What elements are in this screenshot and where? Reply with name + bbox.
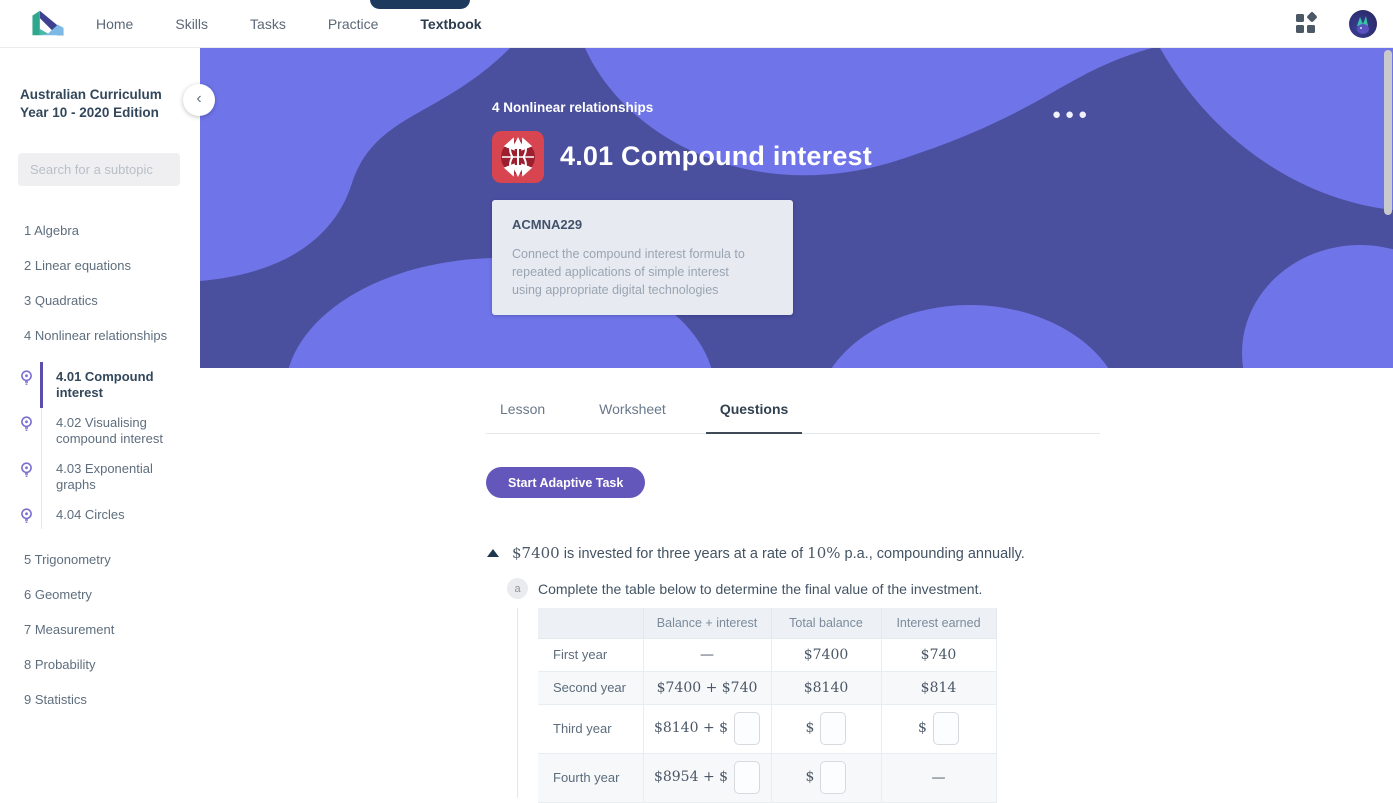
- table-column-header: Balance + interest: [642, 608, 772, 639]
- banner-background-art: [200, 48, 1393, 368]
- sidebar-topic[interactable]: 6 Geometry: [24, 587, 92, 603]
- part-label-badge: a: [507, 578, 528, 599]
- subtopic-bulb-icon: [21, 462, 32, 477]
- row-label: Third year: [538, 703, 644, 754]
- active-nav-indicator: [370, 0, 470, 9]
- part-connector-line: [517, 608, 518, 798]
- table-cell: $7400: [770, 637, 882, 672]
- table-cell: $8954 + $: [642, 752, 772, 803]
- row-label: Fourth year: [538, 752, 644, 803]
- avatar-creature-icon: [1357, 16, 1369, 34]
- tab-worksheet[interactable]: Worksheet: [599, 401, 666, 417]
- subtopic-label: 4.04 Circles: [56, 507, 125, 523]
- sidebar-subtopic[interactable]: 4.04 Circles: [20, 500, 200, 531]
- textbook-title: Australian Curriculum Year 10 - 2020 Edi…: [20, 87, 162, 120]
- table-cell: $: [770, 703, 882, 754]
- table-cell: $7400 + $740: [642, 670, 772, 705]
- answer-input[interactable]: [820, 712, 847, 745]
- subtopic-list: 4.01 Compound interest 4.02 Visualising c…: [20, 362, 200, 531]
- nav-item-home[interactable]: Home: [96, 16, 134, 32]
- main-nav: Home Skills Tasks Practice Textbook: [96, 0, 482, 48]
- table-cell: $814: [880, 670, 997, 705]
- start-adaptive-task-button[interactable]: Start Adaptive Task: [486, 467, 646, 498]
- subtopic-content: Lesson Worksheet Questions Start Adaptive …: [200, 368, 1393, 803]
- table-cell: —: [880, 752, 997, 803]
- sidebar-topic[interactable]: 8 Probability: [24, 657, 96, 673]
- sidebar-subtopic[interactable]: 4.02 Visualising compound interest: [20, 408, 200, 454]
- standard-description: Connect the compound interest formula to…: [512, 247, 745, 298]
- sidebar-collapse-button[interactable]: ‹: [183, 84, 215, 116]
- subtopic-bulb-icon: [21, 508, 32, 523]
- question-collapse-icon[interactable]: [487, 549, 499, 557]
- investment-table: Balance + interest Total balance Interest …: [538, 608, 997, 803]
- table-row: Third year $8140 + $ $ $: [538, 703, 997, 754]
- sidebar-topic[interactable]: 1 Algebra: [24, 223, 79, 239]
- table-row: First year — $7400 $740: [538, 637, 997, 672]
- tab-questions[interactable]: Questions: [705, 395, 803, 434]
- row-label: First year: [538, 637, 644, 672]
- subtopic-label: 4.01 Compound interest: [56, 369, 154, 401]
- table-cell: $740: [880, 637, 997, 672]
- standard-code: ACMNA229: [512, 217, 583, 232]
- table-row: Fourth year $8954 + $ $ —: [538, 752, 997, 803]
- top-header: Home Skills Tasks Practice Textbook: [0, 0, 1393, 48]
- table-cell: $: [770, 752, 882, 803]
- more-options-icon[interactable]: ●●●: [1052, 106, 1092, 123]
- sidebar-topic[interactable]: 2 Linear equations: [24, 258, 131, 274]
- subtopic-bulb-icon: [21, 370, 32, 385]
- table-column-header: [538, 608, 644, 639]
- subtopic-label: 4.03 Exponential graphs: [56, 461, 153, 493]
- subtopic-label: 4.02 Visualising compound interest: [56, 415, 163, 447]
- table-cell: $8140: [770, 670, 882, 705]
- answer-input[interactable]: [734, 761, 761, 794]
- nav-item-skills[interactable]: Skills: [175, 16, 209, 32]
- table-cell: —: [642, 637, 772, 672]
- nav-item-practice[interactable]: Practice: [327, 16, 379, 32]
- question-intro: $7400 is invested for three years at a r…: [512, 544, 1025, 562]
- sidebar-topic[interactable]: 7 Measurement: [24, 622, 115, 638]
- table-row: Second year $7400 + $740 $8140 $814: [538, 670, 997, 705]
- sidebar-topic[interactable]: 4 Nonlinear relationships: [24, 328, 168, 344]
- sidebar-topic[interactable]: 9 Statistics: [24, 692, 87, 708]
- subtopic-hero-banner: 4 Nonlinear relationships 4.01 Compound …: [200, 48, 1393, 368]
- topic-list: 1 Algebra 2 Linear equations 3 Quadratics 4…: [21, 222, 200, 708]
- table-column-header: Interest earned: [880, 608, 997, 639]
- subtopic-search-input[interactable]: [18, 153, 180, 187]
- sidebar-topic[interactable]: 5 Trigonometry: [24, 552, 111, 568]
- part-a-text: Complete the table below to determine th…: [538, 580, 983, 597]
- tab-lesson[interactable]: Lesson: [500, 401, 546, 417]
- sidebar-subtopic[interactable]: 4.01 Compound interest: [20, 362, 200, 409]
- table-column-header: Total balance: [770, 608, 882, 639]
- content-tabs: Lesson Worksheet Questions: [486, 395, 1100, 434]
- user-avatar[interactable]: [1349, 10, 1377, 38]
- answer-input[interactable]: [820, 761, 847, 794]
- curriculum-standard-card: ACMNA229 Connect the compound interest f…: [492, 200, 793, 315]
- subtopic-title: 4.01 Compound interest: [560, 141, 872, 171]
- subtopic-bulb-icon: [21, 416, 32, 431]
- compound-interest-icon: [492, 131, 544, 183]
- row-label: Second year: [538, 670, 644, 705]
- textbook-sidebar: Australian Curriculum Year 10 - 2020 Edi…: [0, 48, 200, 800]
- sidebar-subtopic[interactable]: 4.03 Exponential graphs: [20, 454, 200, 500]
- table-cell: $8140 + $: [642, 703, 772, 754]
- mathspace-logo[interactable]: [30, 8, 66, 38]
- answer-input[interactable]: [734, 712, 761, 745]
- apps-grid-icon[interactable]: [1296, 10, 1318, 35]
- table-cell: $: [880, 703, 997, 754]
- answer-input[interactable]: [932, 712, 959, 745]
- sidebar-topic[interactable]: 3 Quadratics: [24, 293, 98, 309]
- topic-breadcrumb: 4 Nonlinear relationships: [492, 100, 654, 115]
- question-part-a: a Complete the table below to determine …: [507, 578, 982, 599]
- nav-item-tasks[interactable]: Tasks: [250, 16, 286, 32]
- nav-item-textbook[interactable]: Textbook: [420, 16, 482, 32]
- page-scrollbar[interactable]: [1384, 50, 1392, 215]
